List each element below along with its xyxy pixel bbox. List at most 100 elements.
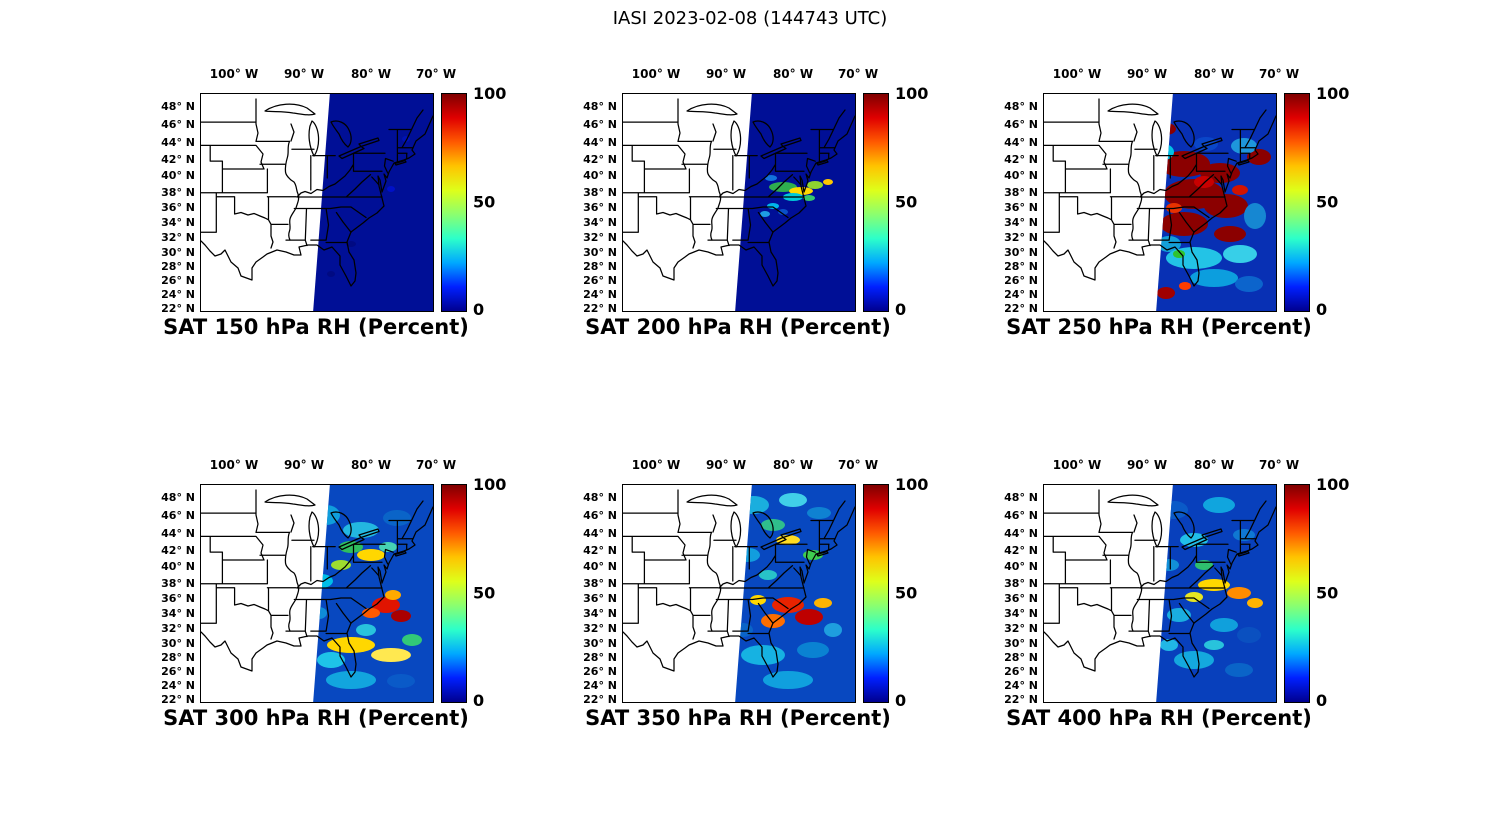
lon-tick-label: 80° W — [1193, 67, 1235, 81]
lat-tick-label: 42° N — [161, 152, 195, 166]
rh-patch — [1210, 618, 1238, 632]
lat-tick-label: 44° N — [583, 135, 617, 149]
panel-350hpa: 100° W 90° W 80° W 70° W 48° N 46° N 44° N 42°… — [582, 454, 942, 754]
rh-patch — [1231, 138, 1257, 154]
rh-patch — [391, 610, 411, 622]
lat-tick-label: 34° N — [583, 607, 617, 621]
lat-tick-label: 28° N — [1004, 651, 1038, 665]
colorbar-tick-0: 0 — [1316, 691, 1328, 710]
swath-footprint — [313, 94, 433, 311]
lat-tick-label: 26° N — [161, 665, 195, 679]
lon-axis: 100° W 90° W 80° W 70° W — [622, 67, 878, 85]
lat-tick-label: 32° N — [583, 231, 617, 245]
rh-patch — [371, 648, 411, 662]
colorbar-tick-0: 0 — [473, 691, 485, 710]
lon-tick-label: 70° W — [415, 67, 457, 81]
lon-tick-label: 100° W — [631, 67, 681, 81]
lat-tick-label: 36° N — [161, 201, 195, 215]
lon-axis: 100° W 90° W 80° W 70° W — [622, 458, 878, 476]
rh-patch — [736, 548, 760, 562]
lon-tick-label: 80° W — [772, 67, 814, 81]
lat-axis: 48° N 46° N 44° N 42° N 40° N 38° N 36° N 34° N… — [1003, 93, 1040, 315]
lat-tick-label: 44° N — [1004, 526, 1038, 540]
colorbar-tick-50: 50 — [895, 583, 918, 602]
rh-patch — [1173, 250, 1185, 258]
figure-title: IASI 2023-02-08 (144743 UTC) — [612, 8, 888, 29]
rh-patch — [1204, 640, 1224, 650]
lon-tick-label: 100° W — [209, 458, 259, 472]
panel-title: SAT 200 hPa RH (Percent) — [585, 315, 891, 339]
lon-tick-label: 90° W — [283, 67, 325, 81]
colorbar-tick-100: 100 — [473, 475, 507, 494]
lat-tick-label: 48° N — [1004, 99, 1038, 113]
rh-swath — [1156, 485, 1276, 702]
lat-tick-label: 26° N — [583, 274, 617, 288]
lon-tick-label: 100° W — [1052, 67, 1102, 81]
lat-tick-label: 34° N — [583, 216, 617, 230]
lat-tick-label: 36° N — [1004, 592, 1038, 606]
lat-tick-label: 22° N — [161, 692, 195, 706]
colorbar-tick-100: 100 — [1316, 475, 1350, 494]
lat-tick-label: 30° N — [161, 245, 195, 259]
colorbar-ticks: 100 50 0 — [1316, 84, 1360, 319]
rh-patch — [765, 175, 777, 181]
lat-tick-label: 34° N — [161, 216, 195, 230]
rh-patch — [313, 505, 340, 525]
colorbar-tick-50: 50 — [1316, 583, 1339, 602]
rh-patch — [760, 211, 770, 217]
rh-patch — [759, 570, 777, 580]
rh-patch — [767, 203, 779, 209]
lat-tick-label: 28° N — [583, 651, 617, 665]
lon-tick-label: 80° W — [1193, 458, 1235, 472]
lat-tick-label: 32° N — [161, 622, 195, 636]
panel-title: SAT 150 hPa RH (Percent) — [163, 315, 469, 339]
rh-patch — [750, 595, 766, 605]
lat-tick-label: 34° N — [161, 607, 195, 621]
lat-tick-label: 32° N — [1004, 231, 1038, 245]
colorbar — [863, 484, 889, 703]
lat-tick-label: 24° N — [583, 288, 617, 302]
us-map — [201, 485, 433, 702]
rh-patch — [737, 496, 769, 514]
lat-tick-label: 36° N — [583, 201, 617, 215]
rh-patch — [1194, 176, 1214, 188]
lat-tick-label: 30° N — [583, 636, 617, 650]
colorbar-ticks: 100 50 0 — [473, 84, 517, 319]
colorbar-gradient — [864, 485, 888, 702]
lon-tick-label: 100° W — [209, 67, 259, 81]
lat-tick-label: 42° N — [1004, 152, 1038, 166]
lon-axis: 100° W 90° W 80° W 70° W — [200, 67, 456, 85]
lat-tick-label: 22° N — [583, 301, 617, 315]
lon-tick-label: 80° W — [350, 458, 392, 472]
rh-patch — [1190, 269, 1238, 287]
lat-tick-label: 38° N — [1004, 185, 1038, 199]
colorbar-gradient — [442, 485, 466, 702]
rh-patch — [763, 671, 813, 689]
swath-footprint — [735, 94, 855, 311]
rh-patch — [327, 271, 335, 277]
rh-patch — [1156, 144, 1174, 160]
lat-tick-label: 44° N — [161, 135, 195, 149]
rh-patch — [797, 642, 829, 658]
lat-axis: 48° N 46° N 44° N 42° N 40° N 38° N 36° N 34° N… — [582, 484, 619, 706]
lat-tick-label: 42° N — [1004, 543, 1038, 557]
lat-tick-label: 46° N — [583, 118, 617, 132]
lat-axis: 48° N 46° N 44° N 42° N 40° N 38° N 36° N 34° N… — [160, 93, 197, 315]
rh-patch — [1223, 245, 1257, 263]
lat-tick-label: 44° N — [583, 526, 617, 540]
rh-patch — [387, 186, 395, 192]
lat-axis: 48° N 46° N 44° N 42° N 40° N 38° N 36° N 34° N… — [1003, 484, 1040, 706]
colorbar-ticks: 100 50 0 — [473, 475, 517, 710]
lat-tick-label: 32° N — [161, 231, 195, 245]
rh-patch — [385, 590, 401, 600]
rh-patch — [1179, 282, 1191, 290]
colorbar-ticks: 100 50 0 — [895, 84, 939, 319]
rh-patch — [814, 598, 832, 608]
lat-tick-label: 46° N — [1004, 509, 1038, 523]
lat-tick-label: 40° N — [1004, 169, 1038, 183]
lon-tick-label: 70° W — [415, 458, 457, 472]
rh-patch — [779, 493, 807, 507]
rh-patch — [795, 609, 823, 625]
lat-tick-label: 40° N — [161, 560, 195, 574]
